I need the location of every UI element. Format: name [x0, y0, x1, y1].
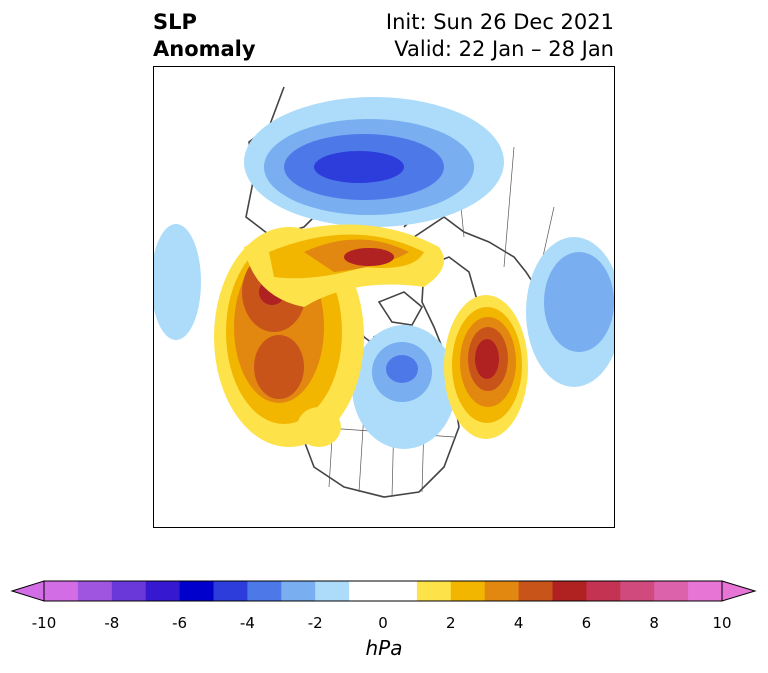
colorbar-tick-0: -10	[31, 614, 57, 632]
colorbar-bin-12	[484, 581, 520, 601]
colorbar-tick-9: 8	[649, 614, 659, 632]
north-pacific-positive-anomaly	[297, 407, 341, 447]
colorbar-bin-9	[349, 581, 418, 601]
init-date: Init: Sun 26 Dec 2021	[385, 10, 614, 34]
map-title: SLP Anomaly	[153, 9, 256, 63]
valid-range: Valid: 22 Jan – 28 Jan	[394, 37, 614, 61]
colorbar-bin-0	[44, 581, 79, 601]
colorbar-bin-10	[416, 581, 452, 601]
colorbar-tick-7: 4	[513, 614, 524, 632]
colorbar-tick-2: -6	[172, 614, 188, 632]
colorbar-tick-10: 10	[712, 614, 732, 632]
colorbar-bin-18	[688, 581, 723, 601]
colorbar	[0, 578, 768, 618]
colorbar-bin-6	[247, 581, 282, 601]
siberia-arctic-positive-ridge	[244, 224, 444, 307]
colorbar-tick-1: -8	[104, 614, 120, 632]
east-asia-negative-anomaly	[526, 237, 614, 387]
colorbar-tick-3: -4	[239, 614, 255, 632]
colorbar-bin-16	[620, 581, 655, 601]
colorbar-tick-6: 2	[446, 614, 456, 632]
colorbar-under-arrow	[10, 580, 45, 602]
colorbar-bins	[44, 581, 723, 601]
central-pacific-negative-anomaly	[154, 224, 201, 340]
colorbar-bin-7	[281, 581, 316, 601]
arctic-islands-coastline	[377, 291, 424, 326]
anomaly-map	[154, 86, 614, 498]
colorbar-bin-8	[315, 581, 350, 601]
colorbar-bin-15	[586, 581, 621, 601]
colorbar-bin-14	[552, 581, 587, 601]
colorbar-outline	[43, 580, 723, 602]
colorbar-bin-2	[111, 581, 147, 601]
colorbar-bin-11	[450, 581, 486, 601]
map-subtitle: Init: Sun 26 Dec 2021 Valid: 22 Jan – 28…	[386, 9, 614, 63]
colorbar-bin-17	[654, 581, 689, 601]
colorbar-bin-4	[179, 581, 214, 601]
colorbar-bin-13	[518, 581, 553, 601]
north-atlantic-positive-anomaly	[444, 295, 528, 439]
colorbar-tick-8: 6	[581, 614, 592, 632]
title-line-1: SLP	[153, 10, 197, 34]
colorbar-tick-5: 0	[378, 614, 388, 632]
hudson-bay-negative-anomaly	[352, 325, 456, 449]
colorbar-svg	[10, 580, 757, 602]
colorbar-over-arrow	[721, 580, 757, 602]
colorbar-unit-label: hPa	[365, 636, 403, 660]
colorbar-tick-4: -2	[307, 614, 323, 632]
europe-negative-anomaly	[244, 97, 504, 227]
colorbar-bin-1	[77, 581, 113, 601]
title-line-2: Anomaly	[153, 37, 256, 61]
map-panel	[153, 66, 615, 528]
colorbar-bin-5	[213, 581, 248, 601]
colorbar-bin-3	[145, 581, 181, 601]
